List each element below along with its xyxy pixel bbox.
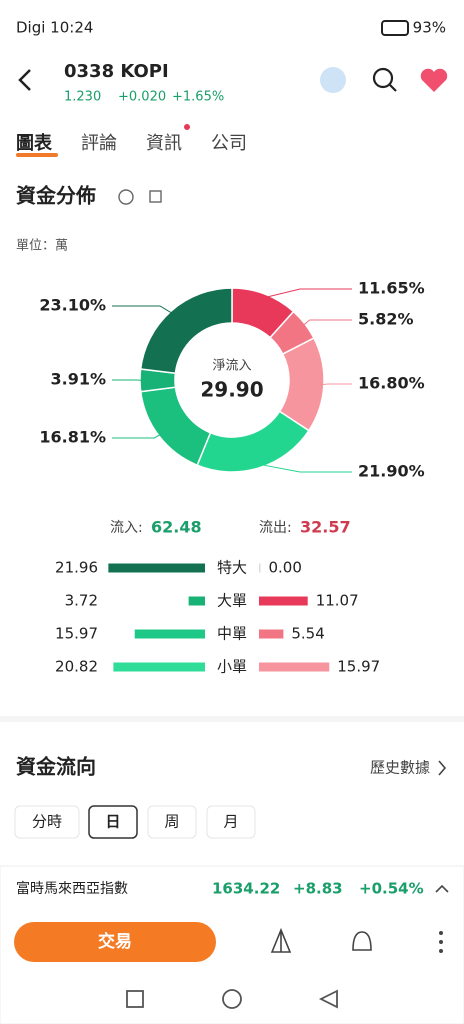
tab[interactable]: 圖表 bbox=[16, 132, 53, 154]
outflow-value: 15.97 bbox=[337, 658, 380, 676]
price: 1.230 bbox=[64, 90, 101, 105]
inflow-bar bbox=[188, 596, 205, 606]
bar-category: 特大 bbox=[217, 559, 247, 577]
inflow-bar bbox=[108, 563, 205, 573]
ticker-price: 1634.22 bbox=[212, 880, 280, 898]
battery: 93% bbox=[413, 19, 446, 37]
inflow-bar bbox=[113, 662, 205, 672]
change-pct: +1.65% bbox=[172, 90, 224, 105]
chevron bbox=[438, 760, 447, 776]
outflow-bar bbox=[259, 629, 284, 639]
leader-line bbox=[319, 383, 352, 386]
nav-back[interactable] bbox=[318, 989, 338, 1009]
outflow-value: 0.00 bbox=[269, 559, 302, 577]
inflow-value: 3.72 bbox=[65, 592, 98, 610]
outflow-total: 32.57 bbox=[300, 518, 351, 537]
ticker-name: 富時馬來西亞指數 bbox=[16, 880, 128, 897]
segment-label: 11.65% bbox=[358, 279, 425, 298]
center-value: 29.90 bbox=[200, 378, 263, 402]
trade-button[interactable] bbox=[14, 922, 216, 962]
assistant-icon[interactable] bbox=[320, 67, 346, 93]
history-link[interactable]: 歷史數據 bbox=[370, 759, 430, 777]
segment-label: 16.80% bbox=[358, 374, 425, 393]
leader-line bbox=[112, 305, 174, 315]
bar-category: 大單 bbox=[217, 592, 247, 610]
period-label: 日 bbox=[105, 813, 120, 831]
tab-underline bbox=[16, 153, 58, 157]
period-button[interactable] bbox=[147, 805, 197, 839]
period-label: 周 bbox=[164, 813, 179, 831]
change: +0.020 bbox=[118, 90, 166, 105]
segment-label: 16.81% bbox=[39, 428, 106, 447]
notification-dot bbox=[184, 124, 190, 130]
nav-recent[interactable] bbox=[126, 990, 144, 1008]
leader-line bbox=[112, 433, 163, 439]
period-label: 月 bbox=[223, 813, 238, 831]
chart-icon[interactable] bbox=[270, 927, 292, 953]
ticker-change: +8.83 bbox=[293, 880, 343, 898]
center-label: 淨流入 bbox=[212, 359, 251, 374]
inflow-bar bbox=[134, 629, 205, 639]
leader-line bbox=[257, 463, 352, 473]
inflow-value: 20.82 bbox=[55, 658, 98, 676]
inflow-label: 流入: bbox=[110, 520, 143, 536]
ticker-change-pct: +0.54% bbox=[359, 880, 424, 898]
info-icon[interactable] bbox=[118, 189, 134, 205]
donut-segment bbox=[139, 287, 233, 375]
stock-title: 0338 KOPI bbox=[64, 61, 169, 82]
share-icon[interactable] bbox=[149, 190, 162, 203]
bar-category: 中單 bbox=[217, 625, 247, 643]
inflow-total: 62.48 bbox=[151, 518, 202, 537]
inflow-value: 15.97 bbox=[55, 625, 98, 643]
period-label: 分時 bbox=[32, 813, 62, 831]
search-handle bbox=[389, 84, 397, 92]
period-button[interactable] bbox=[206, 805, 256, 839]
trade-label: 交易 bbox=[98, 931, 132, 952]
inflow-value: 21.96 bbox=[55, 559, 98, 577]
segment-label: 5.82% bbox=[358, 310, 414, 329]
outflow-bar bbox=[259, 662, 330, 672]
leader-line bbox=[301, 319, 352, 327]
bar-category: 小單 bbox=[217, 658, 247, 676]
segment-label: 3.91% bbox=[50, 370, 106, 389]
more-icon[interactable] bbox=[439, 931, 443, 953]
tab[interactable]: 資訊 bbox=[146, 133, 182, 154]
segment-label: 21.90% bbox=[358, 462, 425, 481]
period-button[interactable] bbox=[14, 805, 80, 839]
period-button[interactable] bbox=[88, 805, 138, 839]
expand-icon[interactable] bbox=[435, 884, 449, 893]
nav-home[interactable] bbox=[222, 989, 242, 1009]
outflow-bar bbox=[259, 596, 308, 606]
battery-icon bbox=[381, 20, 409, 36]
flow-title: 資金流向 bbox=[16, 755, 96, 779]
tab[interactable]: 評論 bbox=[81, 133, 117, 154]
favorite-icon[interactable] bbox=[420, 68, 448, 92]
divider bbox=[0, 716, 464, 722]
outflow-value: 5.54 bbox=[291, 625, 324, 643]
segment-label: 23.10% bbox=[39, 296, 106, 315]
outflow-bar bbox=[259, 563, 261, 573]
search-icon[interactable] bbox=[372, 67, 394, 89]
alert-icon[interactable] bbox=[352, 931, 372, 951]
section-title: 資金分佈 bbox=[16, 184, 96, 208]
status-time: Digi 10:24 bbox=[16, 19, 93, 37]
outflow-label: 流出: bbox=[259, 520, 292, 536]
leader-line bbox=[263, 288, 352, 299]
tab[interactable]: 公司 bbox=[211, 133, 247, 154]
unit: 單位：萬 bbox=[16, 239, 68, 254]
outflow-value: 11.07 bbox=[316, 592, 359, 610]
back-button[interactable] bbox=[18, 69, 31, 91]
